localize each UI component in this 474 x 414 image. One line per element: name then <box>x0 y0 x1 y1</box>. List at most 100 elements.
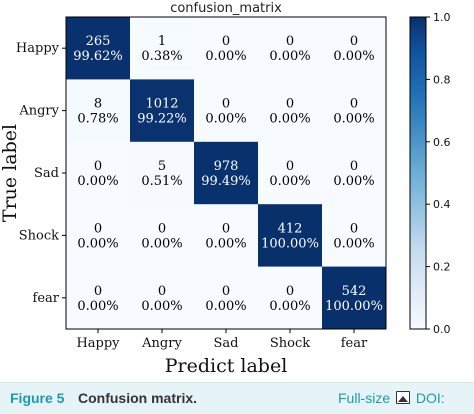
cell-count-label: 0 <box>350 221 358 236</box>
cell-count-label: 0 <box>222 97 230 112</box>
cell-percent-label: 0.00% <box>205 112 246 127</box>
figure-title: Confusion matrix. <box>78 390 198 406</box>
fullsize-label[interactable]: Full-size <box>338 390 391 406</box>
cell-count-label: 0 <box>286 34 294 49</box>
cell-count-label: 1012 <box>145 97 178 112</box>
cell-count-label: 0 <box>350 159 358 174</box>
x-tick-label: Sad <box>214 336 239 351</box>
x-tick-label: Shock <box>270 336 310 351</box>
heatmap-cell <box>130 266 195 330</box>
cell-percent-label: 0.00% <box>77 299 118 314</box>
doi-label[interactable]: DOI: <box>415 390 445 406</box>
heatmap-cell <box>130 204 195 268</box>
y-tick-label: Sad <box>34 166 59 181</box>
heatmap-cell <box>194 79 259 143</box>
cell-percent-label: 0.00% <box>141 299 182 314</box>
x-tick-label: fear <box>341 336 368 351</box>
heatmap-cell <box>258 17 323 80</box>
heatmap-cell <box>66 204 131 268</box>
y-tick-label: Shock <box>19 228 59 243</box>
cell-count-label: 0 <box>286 284 294 299</box>
cell-percent-label: 0.51% <box>141 174 182 189</box>
cell-percent-label: 99.22% <box>137 112 187 127</box>
cell-percent-label: 99.49% <box>201 174 251 189</box>
cell-count-label: 0 <box>94 159 102 174</box>
confusion-matrix-chart: confusion_matrix True label Predict labe… <box>0 1 451 377</box>
cell-count-label: 542 <box>342 284 367 299</box>
y-tick-label: Happy <box>16 41 60 56</box>
colorbar: 0.0 0.2 0.4 0.6 0.8 1.0 <box>409 11 451 336</box>
heatmap-cells: 26599.62%10.38%00.00%00.00%00.00%80.78%1… <box>65 16 387 330</box>
heatmap-cell <box>322 204 387 268</box>
cell-percent-label: 0.00% <box>141 236 182 251</box>
cell-count-label: 5 <box>158 159 166 174</box>
fullsize-link[interactable]: Full-size DOI: <box>338 390 445 406</box>
heatmap-cell <box>194 266 259 330</box>
cell-count-label: 0 <box>158 284 166 299</box>
chart-title: confusion_matrix <box>170 1 282 16</box>
heatmap-cell <box>66 79 131 143</box>
cell-percent-label: 0.00% <box>269 299 310 314</box>
heatmap-cell <box>258 79 323 143</box>
cell-percent-label: 100.00% <box>325 299 383 314</box>
cell-percent-label: 0.00% <box>333 174 374 189</box>
image-icon[interactable] <box>396 391 411 404</box>
heatmap-cell <box>66 17 131 80</box>
heatmap-cell <box>66 266 131 330</box>
x-axis-label: Predict label <box>165 355 288 377</box>
cell-percent-label: 0.00% <box>269 49 310 64</box>
cell-count-label: 0 <box>222 284 230 299</box>
heatmap-cell <box>130 141 195 205</box>
cell-percent-label: 0.00% <box>333 49 374 64</box>
cell-percent-label: 0.78% <box>77 112 118 127</box>
cell-count-label: 0 <box>222 34 230 49</box>
cell-count-label: 8 <box>94 97 102 112</box>
cell-percent-label: 100.00% <box>261 236 319 251</box>
colorbar-tick-label: 0.2 <box>433 261 451 274</box>
cell-count-label: 0 <box>94 284 102 299</box>
cell-percent-label: 0.00% <box>269 174 310 189</box>
cell-count-label: 0 <box>158 221 166 236</box>
y-tick-label: Angry <box>18 104 59 119</box>
cell-count-label: 0 <box>286 159 294 174</box>
heatmap-cell <box>130 17 195 80</box>
cell-count-label: 0 <box>286 97 294 112</box>
cell-count-label: 0 <box>222 221 230 236</box>
x-tick-label: Angry <box>141 336 182 351</box>
heatmap-cell <box>322 266 387 330</box>
cell-percent-label: 0.38% <box>141 49 182 64</box>
heatmap-cell <box>66 141 131 205</box>
y-axis-label: True label <box>0 124 21 222</box>
cell-count-label: 265 <box>86 34 111 49</box>
x-tick-labels: Happy Angry Sad Shock fear <box>76 329 368 351</box>
figure-label: Figure 5 <box>10 390 65 406</box>
colorbar-tick-label: 0.8 <box>433 73 451 86</box>
colorbar-tick-label: 0.4 <box>433 198 451 211</box>
heatmap-cell <box>258 204 323 268</box>
cell-count-label: 978 <box>214 159 239 174</box>
cell-count-label: 0 <box>94 221 102 236</box>
colorbar-tick-label: 1.0 <box>433 11 451 24</box>
cell-count-label: 1 <box>158 34 166 49</box>
heatmap-cell <box>130 79 195 143</box>
heatmap-cell <box>258 141 323 205</box>
cell-percent-label: 0.00% <box>333 112 374 127</box>
y-tick-label: fear <box>33 291 60 306</box>
colorbar-gradient <box>409 16 427 330</box>
colorbar-tick-label: 0.6 <box>433 136 451 149</box>
heatmap-cell <box>322 141 387 205</box>
cell-count-label: 0 <box>350 97 358 112</box>
cell-percent-label: 0.00% <box>333 236 374 251</box>
cell-percent-label: 0.00% <box>205 299 246 314</box>
y-tick-labels: Happy Angry Sad Shock fear <box>16 41 66 306</box>
cell-percent-label: 0.00% <box>77 236 118 251</box>
heatmap-cell <box>194 204 259 268</box>
heatmap-cell <box>258 266 323 330</box>
heatmap-cell <box>322 79 387 143</box>
heatmap-cell <box>194 141 259 205</box>
heatmap-cell <box>194 17 259 80</box>
cell-count-label: 0 <box>350 34 358 49</box>
cell-percent-label: 0.00% <box>269 112 310 127</box>
x-tick-label: Happy <box>76 336 120 351</box>
figure-caption-bar: Figure 5 Confusion matrix. Full-size DOI… <box>0 382 474 414</box>
